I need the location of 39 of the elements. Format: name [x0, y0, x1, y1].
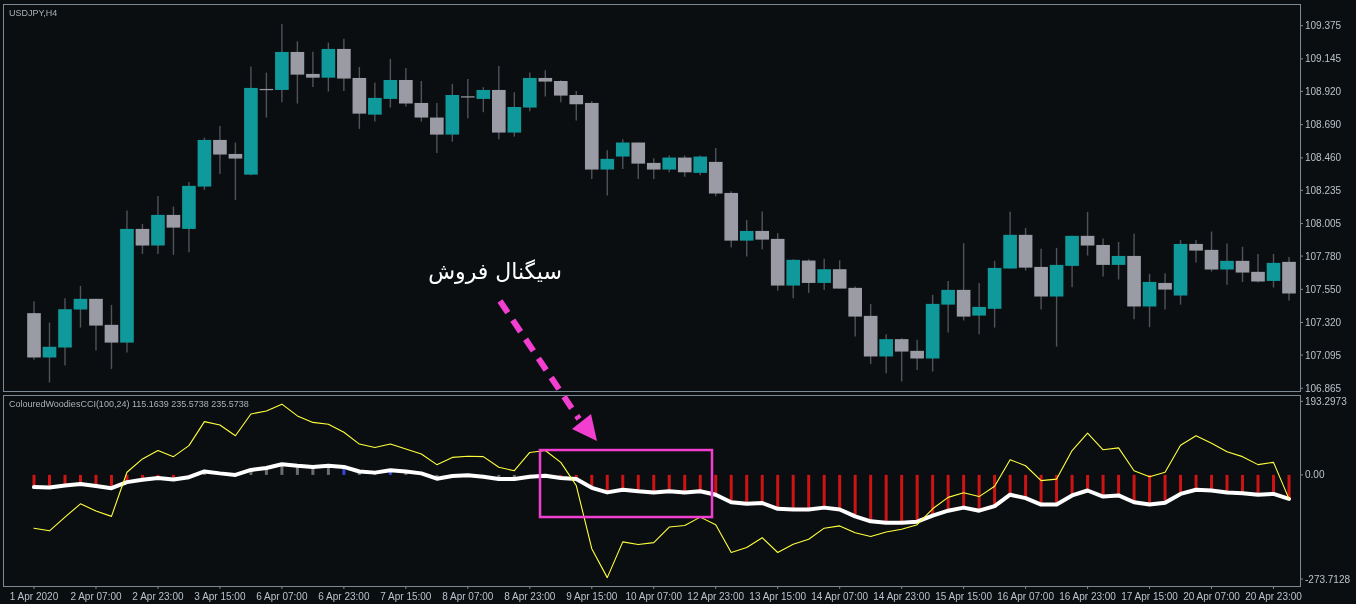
- x-tick-label: 6 Apr 23:00: [318, 590, 370, 602]
- x-tick-label: 9 Apr 15:00: [566, 590, 618, 602]
- x-tick-label: 2 Apr 07:00: [70, 590, 122, 602]
- x-tick-label: 14 Apr 23:00: [873, 590, 930, 602]
- x-tick-label: 15 Apr 15:00: [935, 590, 992, 602]
- x-tick-label: 16 Apr 07:00: [997, 590, 1054, 602]
- x-tick-label: 8 Apr 07:00: [442, 590, 494, 602]
- y-tick-label: 0.00: [1305, 469, 1325, 481]
- x-tick-label: 16 Apr 23:00: [1059, 590, 1116, 602]
- x-tick-label: 3 Apr 15:00: [194, 590, 246, 602]
- x-tick-label: 20 Apr 23:00: [1245, 590, 1302, 602]
- x-tick-label: 6 Apr 07:00: [256, 590, 308, 602]
- x-tick-label: 12 Apr 23:00: [687, 590, 745, 602]
- y-tick-label: -273.7128: [1305, 573, 1351, 585]
- x-tick-label: 14 Apr 07:00: [811, 590, 869, 602]
- y-tick-label: 193.2973: [1305, 395, 1347, 407]
- y-tick-label: 108.005: [1305, 218, 1342, 230]
- y-tick-label: 108.460: [1305, 152, 1342, 164]
- annotation: سیگنال فروش: [428, 258, 562, 284]
- y-tick-label: 107.780: [1305, 250, 1342, 262]
- y-tick-label: 108.920: [1305, 85, 1342, 97]
- y-tick-label: 108.690: [1305, 119, 1342, 131]
- x-tick-label: 10 Apr 07:00: [625, 590, 683, 602]
- x-tick-label: 1 Apr 2020: [9, 590, 59, 602]
- x-tick-label: 8 Apr 23:00: [504, 590, 556, 602]
- y-tick-label: 109.375: [1305, 20, 1342, 32]
- x-tick-label: 20 Apr 07:00: [1183, 590, 1240, 602]
- x-tick-label: 13 Apr 15:00: [749, 590, 807, 602]
- y-tick-label: 109.145: [1305, 53, 1342, 65]
- y-tick-label: 108.235: [1305, 184, 1342, 196]
- y-tick-label: 107.320: [1305, 317, 1342, 329]
- y-tick-label: 106.865: [1305, 382, 1342, 394]
- x-tick-label: 7 Apr 15:00: [380, 590, 432, 602]
- title: ColouredWoodiesCCI(100,24) 115.1639 235.5738 235.5738: [9, 399, 249, 409]
- y-tick-label: 107.095: [1305, 349, 1342, 361]
- y-tick-label: 107.550: [1305, 283, 1342, 295]
- x-tick-label: 17 Apr 15:00: [1121, 590, 1178, 602]
- title: USDJPY,H4: [9, 8, 58, 18]
- x-tick-label: 2 Apr 23:00: [132, 590, 184, 602]
